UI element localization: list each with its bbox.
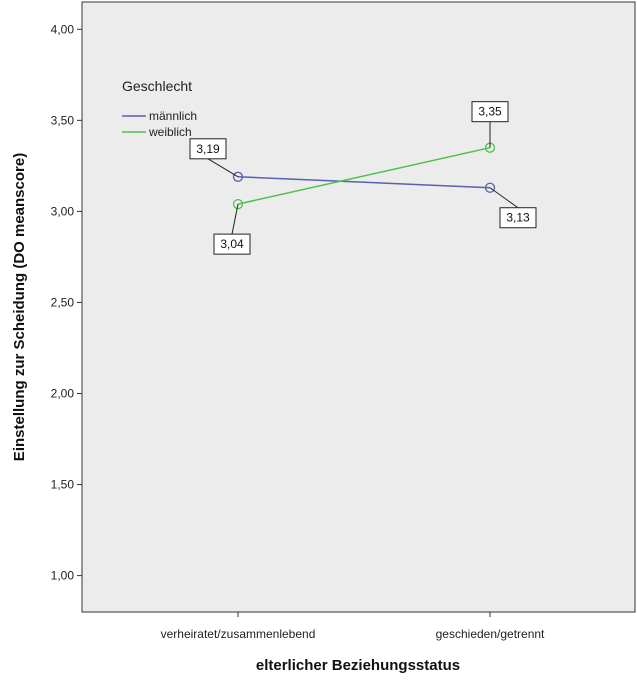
y-tick-label: 2,00 [51, 386, 75, 400]
data-point-maennlich [232, 171, 244, 182]
data-label-leader [489, 187, 519, 209]
y-tick-label: 1,50 [51, 478, 75, 492]
data-label-leader [231, 204, 239, 235]
data-label-weiblich: 3,04 [220, 237, 244, 251]
legend-label-weiblich: weiblich [148, 125, 192, 139]
data-label-box [189, 138, 227, 160]
y-axis-title: Einstellung zur Scheidung (DO meanscore) [11, 153, 28, 461]
data-point-weiblich [232, 198, 244, 210]
legend: Geschlecht männlich weiblich [122, 78, 197, 139]
data-labels: 3,19 3,13 3,04 3,35 [189, 101, 537, 255]
x-tick-label: verheiratet/zusammenlebend [161, 627, 316, 641]
y-tick-label: 1,00 [51, 569, 75, 583]
legend-title: Geschlecht [122, 78, 192, 94]
data-label-leader [207, 158, 239, 178]
data-label-box [499, 207, 537, 229]
data-label-box [471, 101, 509, 123]
series-line-maennlich [237, 176, 491, 189]
y-axis-ticks: 1,00 1,50 2,00 2,50 3,00 3,50 4,00 [51, 22, 82, 583]
plot-area [81, 1, 636, 613]
legend-label-maennlich: männlich [149, 109, 197, 123]
y-tick-label: 2,50 [51, 295, 75, 309]
x-tick-label: geschieden/getrennt [436, 627, 545, 641]
y-tick-label: 4,00 [51, 22, 75, 36]
data-label-weiblich: 3,35 [478, 105, 502, 119]
data-point-maennlich [484, 182, 496, 193]
x-axis-title: elterlicher Beziehungsstatus [256, 657, 460, 674]
data-label-maennlich: 3,19 [196, 142, 220, 156]
data-label-maennlich: 3,13 [506, 211, 530, 225]
data-label-box [213, 233, 251, 255]
y-tick-label: 3,50 [51, 113, 75, 127]
series-line-weiblich [237, 146, 491, 205]
x-axis-ticks: verheiratet/zusammenlebend geschieden/get… [161, 612, 545, 641]
y-tick-label: 3,00 [51, 204, 75, 218]
